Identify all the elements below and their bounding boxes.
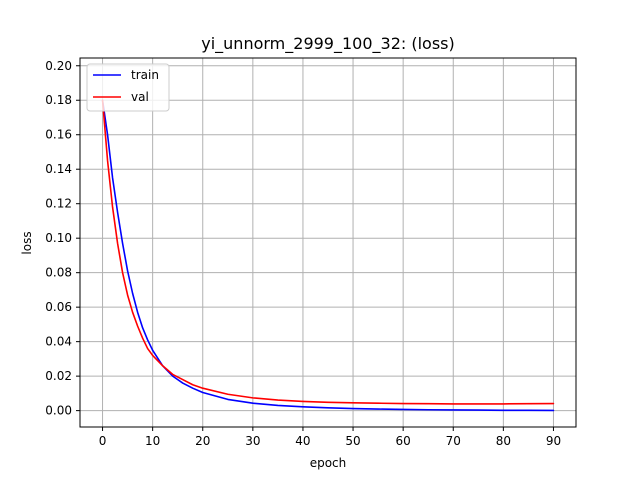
y-tick-label: 0.20 <box>45 59 72 73</box>
x-tick-label: 10 <box>145 434 160 448</box>
x-tick-label: 50 <box>345 434 360 448</box>
y-tick-label: 0.08 <box>45 266 72 280</box>
legend-label-val: val <box>131 90 149 104</box>
legend: train val <box>86 63 170 112</box>
y-axis-label: loss <box>20 231 34 254</box>
y-tick-label: 0.04 <box>45 335 72 349</box>
plot-area <box>80 58 576 427</box>
y-tick-label: 0.06 <box>45 300 72 314</box>
chart-title: yi_unnorm_2999_100_32: (loss) <box>201 34 455 54</box>
x-axis: 0 10 20 30 40 50 60 70 80 90 <box>99 427 561 448</box>
y-axis: 0.00 0.02 0.04 0.06 0.08 0.10 0.12 0.14 0.16 0.18… <box>45 59 80 418</box>
legend-label-train: train <box>131 68 159 82</box>
series-line-val <box>101 99 555 405</box>
x-tick-label: 0 <box>99 434 107 448</box>
y-tick-label: 0.02 <box>45 369 72 383</box>
x-tick-label: 60 <box>396 434 411 448</box>
series-layer <box>101 99 555 412</box>
x-tick-label: 30 <box>245 434 260 448</box>
y-tick-label: 0.10 <box>45 231 72 245</box>
x-tick-label: 40 <box>295 434 310 448</box>
y-tick-label: 0.12 <box>45 197 72 211</box>
y-tick-label: 0.18 <box>45 93 72 107</box>
x-axis-label: epoch <box>310 456 347 470</box>
series-line-train <box>101 99 555 412</box>
plot-frame <box>79 57 577 428</box>
x-tick-label: 90 <box>546 434 561 448</box>
x-tick-label: 80 <box>496 434 511 448</box>
x-tick-label: 20 <box>195 434 210 448</box>
y-tick-label: 0.14 <box>45 162 72 176</box>
x-tick-label: 70 <box>446 434 461 448</box>
y-tick-label: 0.16 <box>45 128 72 142</box>
y-tick-label: 0.00 <box>45 404 72 418</box>
